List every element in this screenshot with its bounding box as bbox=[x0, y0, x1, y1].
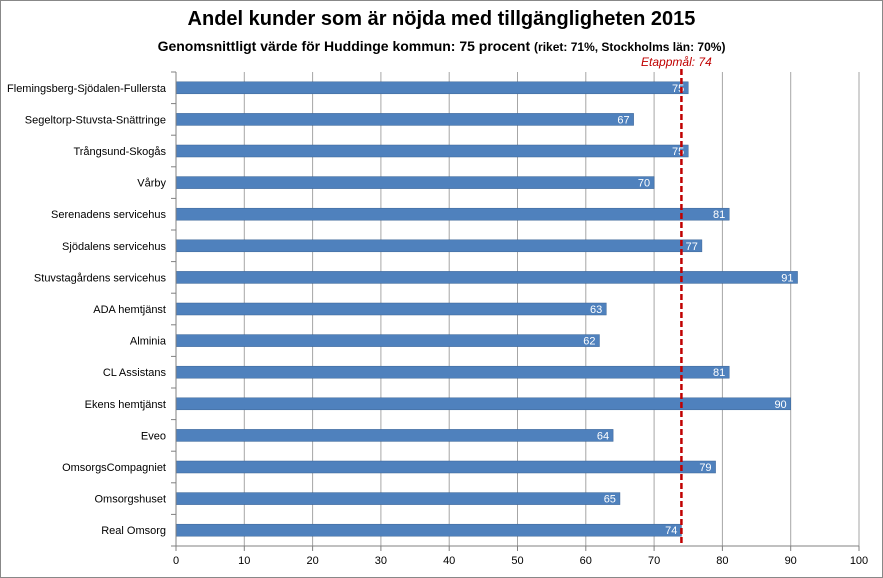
data-label: 63 bbox=[590, 304, 602, 316]
bar bbox=[175, 334, 600, 347]
category-label: ADA hemtjänst bbox=[93, 304, 166, 316]
category-label: Trångsund-Skogås bbox=[73, 146, 166, 158]
category-label: Omsorgshuset bbox=[94, 494, 166, 506]
x-tick-label: 10 bbox=[238, 555, 250, 567]
category-label: OmsorgsCompagniet bbox=[62, 462, 166, 474]
x-tick-label: 90 bbox=[785, 555, 797, 567]
target-line-group: Etappmål: 74 bbox=[641, 55, 712, 546]
category-label: Ekens hemtjänst bbox=[85, 399, 166, 411]
x-tick-label: 50 bbox=[511, 555, 523, 567]
data-label: 67 bbox=[617, 114, 629, 126]
data-label: 64 bbox=[597, 430, 609, 442]
category-label: Real Omsorg bbox=[101, 525, 166, 537]
subtitle-main: Genomsnittligt värde för Huddinge kommun… bbox=[157, 38, 531, 54]
bar bbox=[175, 302, 607, 316]
data-label: 70 bbox=[638, 178, 650, 190]
bar bbox=[175, 271, 798, 284]
data-label: 90 bbox=[774, 399, 786, 411]
x-tick-label: 70 bbox=[648, 555, 660, 567]
category-labels: Flemingsberg-Sjödalen-Fullersta Segeltorp… bbox=[7, 83, 167, 537]
category-label: Stuvstagårdens servicehus bbox=[34, 272, 167, 284]
data-label: 91 bbox=[781, 272, 793, 284]
x-axis: 0 10 20 30 40 50 60 70 80 90 100 bbox=[171, 71, 868, 567]
category-label: Vårby bbox=[137, 178, 166, 190]
subtitle-note: (riket: 71%, Stockholms län: 70%) bbox=[534, 40, 726, 54]
bar bbox=[175, 492, 621, 505]
x-tick-label: 80 bbox=[716, 555, 728, 567]
data-label: 74 bbox=[665, 525, 677, 537]
data-label: 65 bbox=[604, 494, 616, 506]
x-tick-label: 0 bbox=[173, 555, 179, 567]
x-tick-label: 30 bbox=[375, 555, 387, 567]
category-label: Segeltorp-Stuvsta-Snättringe bbox=[25, 114, 166, 126]
category-label: Eveo bbox=[141, 430, 166, 442]
target-label: Etappmål: 74 bbox=[641, 55, 712, 69]
bar bbox=[175, 113, 634, 126]
chart-subtitle: Genomsnittligt värde för Huddinge kommun… bbox=[0, 38, 883, 54]
category-label: Sjödalens servicehus bbox=[62, 241, 166, 253]
x-tick-label: 60 bbox=[580, 555, 592, 567]
bar bbox=[175, 81, 689, 95]
bar bbox=[175, 207, 730, 221]
x-tick-label: 40 bbox=[443, 555, 455, 567]
bar bbox=[175, 365, 730, 379]
bar bbox=[175, 523, 682, 537]
category-label: Flemingsberg-Sjödalen-Fullersta bbox=[7, 83, 167, 95]
bar bbox=[175, 144, 689, 158]
chart-title: Andel kunder som är nöjda med tillgängli… bbox=[187, 8, 696, 30]
bar bbox=[175, 397, 791, 411]
data-label: 77 bbox=[686, 241, 698, 253]
x-tick-label: 100 bbox=[850, 555, 868, 567]
data-label: 79 bbox=[699, 462, 711, 474]
category-label: Serenadens servicehus bbox=[51, 209, 166, 221]
x-tick-label: 20 bbox=[306, 555, 318, 567]
data-label: 81 bbox=[713, 209, 725, 221]
bar bbox=[175, 429, 614, 442]
category-label: CL Assistans bbox=[103, 367, 167, 379]
data-label: 62 bbox=[583, 336, 595, 348]
bar bbox=[175, 460, 716, 474]
data-label: 81 bbox=[713, 367, 725, 379]
bar bbox=[175, 239, 703, 253]
bar bbox=[175, 176, 655, 189]
category-label: Alminia bbox=[130, 336, 167, 348]
